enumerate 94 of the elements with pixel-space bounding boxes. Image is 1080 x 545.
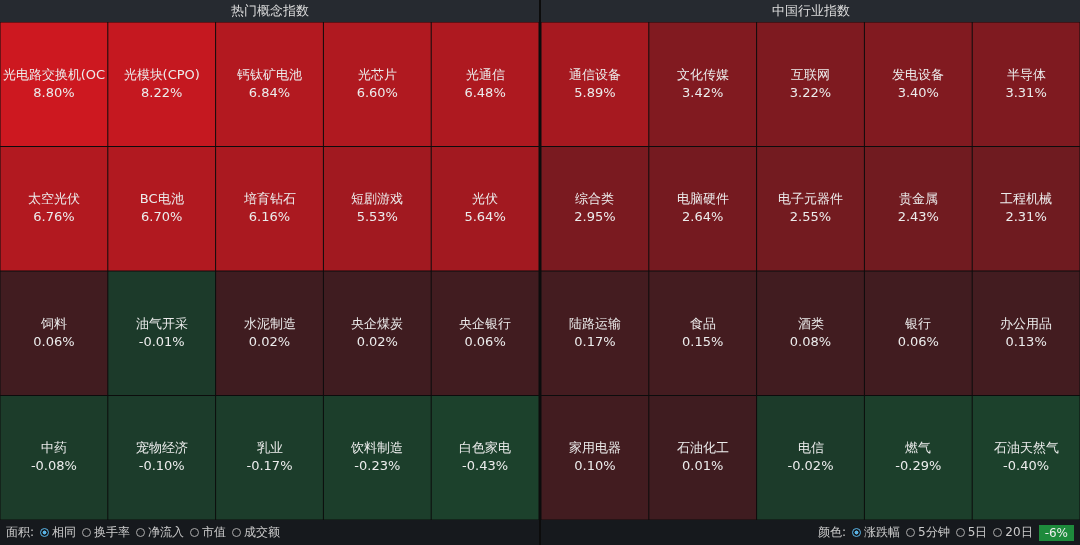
category-label: 通信设备: [568, 66, 621, 82]
data-label: 2.55%: [789, 209, 832, 225]
category-label: 发电设备: [892, 66, 945, 82]
category-label: 光电路交换机(OC: [2, 66, 106, 82]
text: 颜色:: [818, 524, 847, 541]
text: 面积:: [6, 524, 35, 541]
data-label: -0.40%: [1003, 458, 1050, 474]
text: 净流入: [148, 524, 185, 541]
text: 成交额: [244, 524, 281, 541]
data-label: 6.48%: [464, 84, 506, 100]
category-label: 宠物经济: [135, 440, 188, 456]
text: 5分钟: [918, 524, 950, 541]
category-label: 燃气: [905, 440, 932, 456]
text: 相同: [52, 524, 77, 541]
text: 涨跌幅: [864, 524, 901, 541]
text: 市值: [202, 524, 227, 541]
data-label: 0.06%: [897, 333, 939, 349]
category-label: 电脑硬件: [676, 191, 729, 207]
category-label: 电信: [797, 440, 824, 456]
category-label: 短剧游戏: [351, 191, 404, 207]
category-label: 钙钛矿电池: [236, 66, 302, 82]
category-label: 电子元器件: [778, 191, 843, 207]
text: 中国行业指数: [541, 0, 1080, 22]
category-label: 中药: [40, 440, 67, 456]
category-label: 石油化工: [676, 440, 729, 456]
data-label: 2.64%: [682, 209, 724, 225]
data-label: 6.84%: [248, 84, 291, 100]
data-label: 0.01%: [682, 458, 724, 474]
data-label: 6.76%: [33, 209, 75, 225]
data-label: 5.64%: [464, 209, 506, 225]
data-label: 2.95%: [574, 209, 616, 225]
text: 20日: [1005, 524, 1033, 541]
category-label: 互联网: [791, 66, 830, 82]
category-label: 银行: [904, 315, 932, 331]
category-label: 光伏: [472, 191, 499, 207]
data-label: 3.42%: [682, 84, 724, 100]
category-label: BC电池: [139, 191, 184, 207]
category-label: 光芯片: [357, 66, 397, 82]
category-label: 太空光伏: [27, 191, 80, 207]
color-scale-swatch: -6%: [1038, 524, 1074, 541]
data-label: -0.23%: [354, 458, 401, 474]
data-label: 2.43%: [897, 209, 939, 225]
category-label: 培育钻石: [242, 191, 296, 207]
data-label: 0.10%: [574, 458, 616, 474]
data-label: 0.15%: [682, 333, 724, 349]
data-label: 3.31%: [1005, 84, 1047, 100]
data-label: -0.43%: [462, 458, 509, 474]
data-label: 6.60%: [356, 84, 398, 100]
data-label: 0.17%: [574, 333, 616, 349]
category-label: 工程机械: [1000, 191, 1053, 207]
category-label: 贵金属: [898, 191, 938, 207]
data-label: 0.08%: [789, 333, 832, 349]
data-label: 6.70%: [141, 209, 183, 225]
data-label: -0.08%: [30, 458, 77, 474]
data-label: 6.16%: [248, 209, 291, 225]
data-label: 0.02%: [356, 333, 398, 349]
data-label: 3.22%: [789, 84, 832, 100]
category-label: 饮料制造: [350, 440, 404, 456]
data-label: 2.31%: [1005, 209, 1047, 225]
category-label: 央企银行: [459, 315, 512, 331]
category-label: 央企煤炭: [351, 315, 404, 331]
data-label: 5.89%: [574, 84, 616, 100]
category-label: 综合类: [575, 191, 615, 207]
data-label: 0.13%: [1005, 333, 1047, 349]
category-label: 水泥制造: [243, 315, 296, 331]
category-label: 饲料: [39, 315, 67, 331]
text: 热门概念指数: [0, 0, 539, 22]
category-label: 酒类: [797, 315, 824, 331]
category-label: 半导体: [1006, 66, 1046, 82]
category-label: 光模块(CPO): [123, 66, 200, 82]
category-label: 油气开采: [135, 315, 188, 331]
category-label: 石油天然气: [993, 440, 1059, 456]
data-label: 5.53%: [356, 209, 398, 225]
category-label: 陆路运输: [568, 315, 621, 331]
data-label: 8.22%: [141, 84, 183, 100]
data-label: 0.06%: [33, 333, 75, 349]
category-label: 白色家电: [459, 440, 512, 456]
category-label: 家用电器: [568, 440, 621, 456]
data-label: 0.06%: [464, 333, 506, 349]
category-label: 食品: [689, 315, 716, 331]
data-label: 0.02%: [248, 333, 291, 349]
data-label: 3.40%: [897, 84, 939, 100]
category-label: 乳业: [256, 440, 283, 456]
category-label: 光通信: [465, 66, 505, 82]
category-label: 办公用品: [1000, 315, 1053, 331]
data-label: -0.01%: [138, 333, 185, 349]
category-label: 文化传媒: [676, 66, 729, 82]
data-label: 8.80%: [33, 84, 75, 100]
data-label: -0.10%: [138, 458, 185, 474]
text: 5日: [967, 524, 988, 541]
data-label: -0.17%: [246, 458, 293, 474]
data-label: -0.29%: [895, 458, 942, 474]
text: 换手率: [94, 524, 131, 541]
data-label: -0.02%: [787, 458, 834, 474]
